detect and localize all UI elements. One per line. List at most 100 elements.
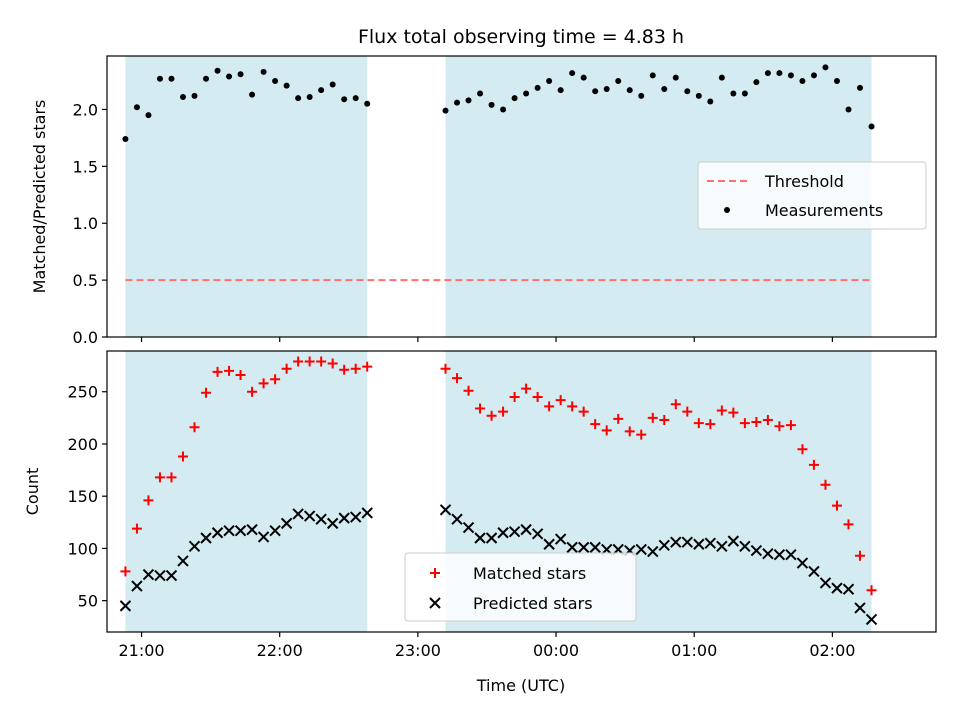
observing-window-0	[125, 351, 368, 632]
measurement-point	[569, 70, 576, 77]
predicted-stars-point	[485, 532, 498, 544]
measurement-point	[707, 98, 714, 105]
measurement-point	[237, 71, 244, 78]
matched-stars-point	[866, 585, 877, 596]
measurement-point	[833, 78, 840, 85]
matched-stars-point	[716, 405, 727, 416]
predicted-stars-point	[842, 583, 855, 595]
x-tick-label: 01:00	[671, 641, 717, 660]
matched-stars-point	[693, 418, 704, 429]
matched-stars-point	[143, 495, 154, 506]
legend-box	[697, 161, 927, 230]
measurement-point	[592, 88, 599, 95]
y-tick-label: 100	[67, 539, 98, 558]
measurement-point	[511, 95, 518, 102]
measurement-point	[603, 85, 610, 92]
predicted-stars-point	[200, 532, 212, 544]
measurement-point	[857, 84, 864, 91]
predicted-stars-point	[762, 547, 774, 560]
measurement-point	[454, 99, 461, 106]
measurement-point	[364, 100, 371, 107]
matched-stars-point	[774, 421, 785, 432]
legend-threshold-label: Threshold	[764, 172, 844, 191]
ratio-panel: 0.0 0.5 1.0 1.5 2.0 Matched/Predicted stars Th…	[30, 55, 937, 347]
matched-stars-point	[212, 366, 223, 377]
predicted-stars-point	[854, 602, 866, 614]
measurement-point	[534, 84, 541, 91]
measurement-point	[465, 97, 472, 104]
predicted-stars-point	[681, 536, 694, 548]
matched-stars-point	[362, 361, 373, 372]
measurement-point	[249, 91, 256, 98]
matched-stars-point	[636, 429, 647, 440]
matched-stars-point	[797, 444, 808, 455]
matched-stars-point	[463, 385, 474, 396]
measurement-point	[615, 78, 622, 85]
matched-stars-point	[739, 418, 750, 429]
matched-stars-point	[475, 403, 486, 414]
predicted-stars-point	[315, 513, 327, 525]
predicted-stars-point	[246, 523, 258, 536]
measurement-point	[226, 73, 233, 80]
predicted-stars-point	[819, 577, 832, 589]
matched-stars-point	[201, 387, 212, 398]
predicted-stars-point	[439, 504, 452, 516]
measurement-point	[799, 78, 806, 85]
measurement-point	[626, 87, 633, 94]
measurement-point	[638, 92, 645, 99]
matched-stars-point	[647, 412, 658, 423]
predicted-stars-point	[658, 539, 670, 552]
measurement-point	[341, 96, 348, 103]
measurement-point	[684, 88, 691, 95]
matched-stars-point	[728, 407, 739, 418]
measurement-point	[272, 78, 279, 85]
predicted-stars-point	[796, 557, 809, 569]
predicted-stars-point	[520, 523, 532, 536]
predicted-stars-point	[234, 524, 247, 537]
predicted-stars-point	[326, 517, 339, 530]
x-tick-label: 23:00	[395, 641, 441, 660]
legend-predicted-swatch	[429, 597, 441, 609]
matched-stars-point	[247, 386, 258, 397]
measurement-point	[500, 106, 507, 113]
measurement-point	[718, 74, 725, 81]
predicted-stars-point	[280, 517, 293, 530]
matched-stars-point	[521, 383, 532, 394]
measurement-point	[477, 90, 484, 97]
legend-box	[404, 552, 637, 622]
measurement-point	[306, 93, 313, 100]
matched-stars-point	[339, 364, 350, 375]
predicted-stars-point	[211, 527, 224, 539]
predicted-stars-point	[716, 540, 728, 553]
matched-stars-point	[705, 419, 716, 430]
measurement-point	[329, 81, 336, 88]
predicted-stars-point	[704, 537, 717, 549]
matched-stars-point	[555, 395, 566, 406]
x-tick-label: 21:00	[118, 641, 164, 660]
measurement-point	[145, 112, 152, 119]
predicted-stars-point	[773, 548, 786, 561]
predicted-stars-point	[165, 569, 178, 582]
axes-frame	[106, 350, 937, 633]
matched-stars-point	[189, 422, 200, 433]
matched-stars-point	[670, 399, 681, 410]
matched-stars-point	[624, 426, 635, 437]
predicted-stars-point	[451, 513, 463, 525]
matched-stars-point	[831, 500, 842, 511]
predicted-stars-point	[635, 543, 647, 556]
predicted-stars-point	[670, 536, 682, 548]
predicted-stars-point	[693, 538, 705, 550]
y-tick-label: 0.5	[73, 271, 98, 290]
y-axis-label: Count	[23, 468, 42, 516]
predicted-stars-point	[577, 541, 590, 554]
matched-stars-point	[659, 414, 670, 425]
predicted-stars-point	[223, 524, 235, 537]
predicted-stars-point	[554, 533, 567, 545]
legend-measurements-label: Measurements	[765, 201, 883, 220]
matched-stars-point	[224, 365, 235, 376]
matched-stars-point	[843, 519, 854, 530]
measurement-point	[546, 78, 553, 85]
predicted-stars-point	[543, 538, 555, 550]
measurement-point	[672, 74, 679, 81]
